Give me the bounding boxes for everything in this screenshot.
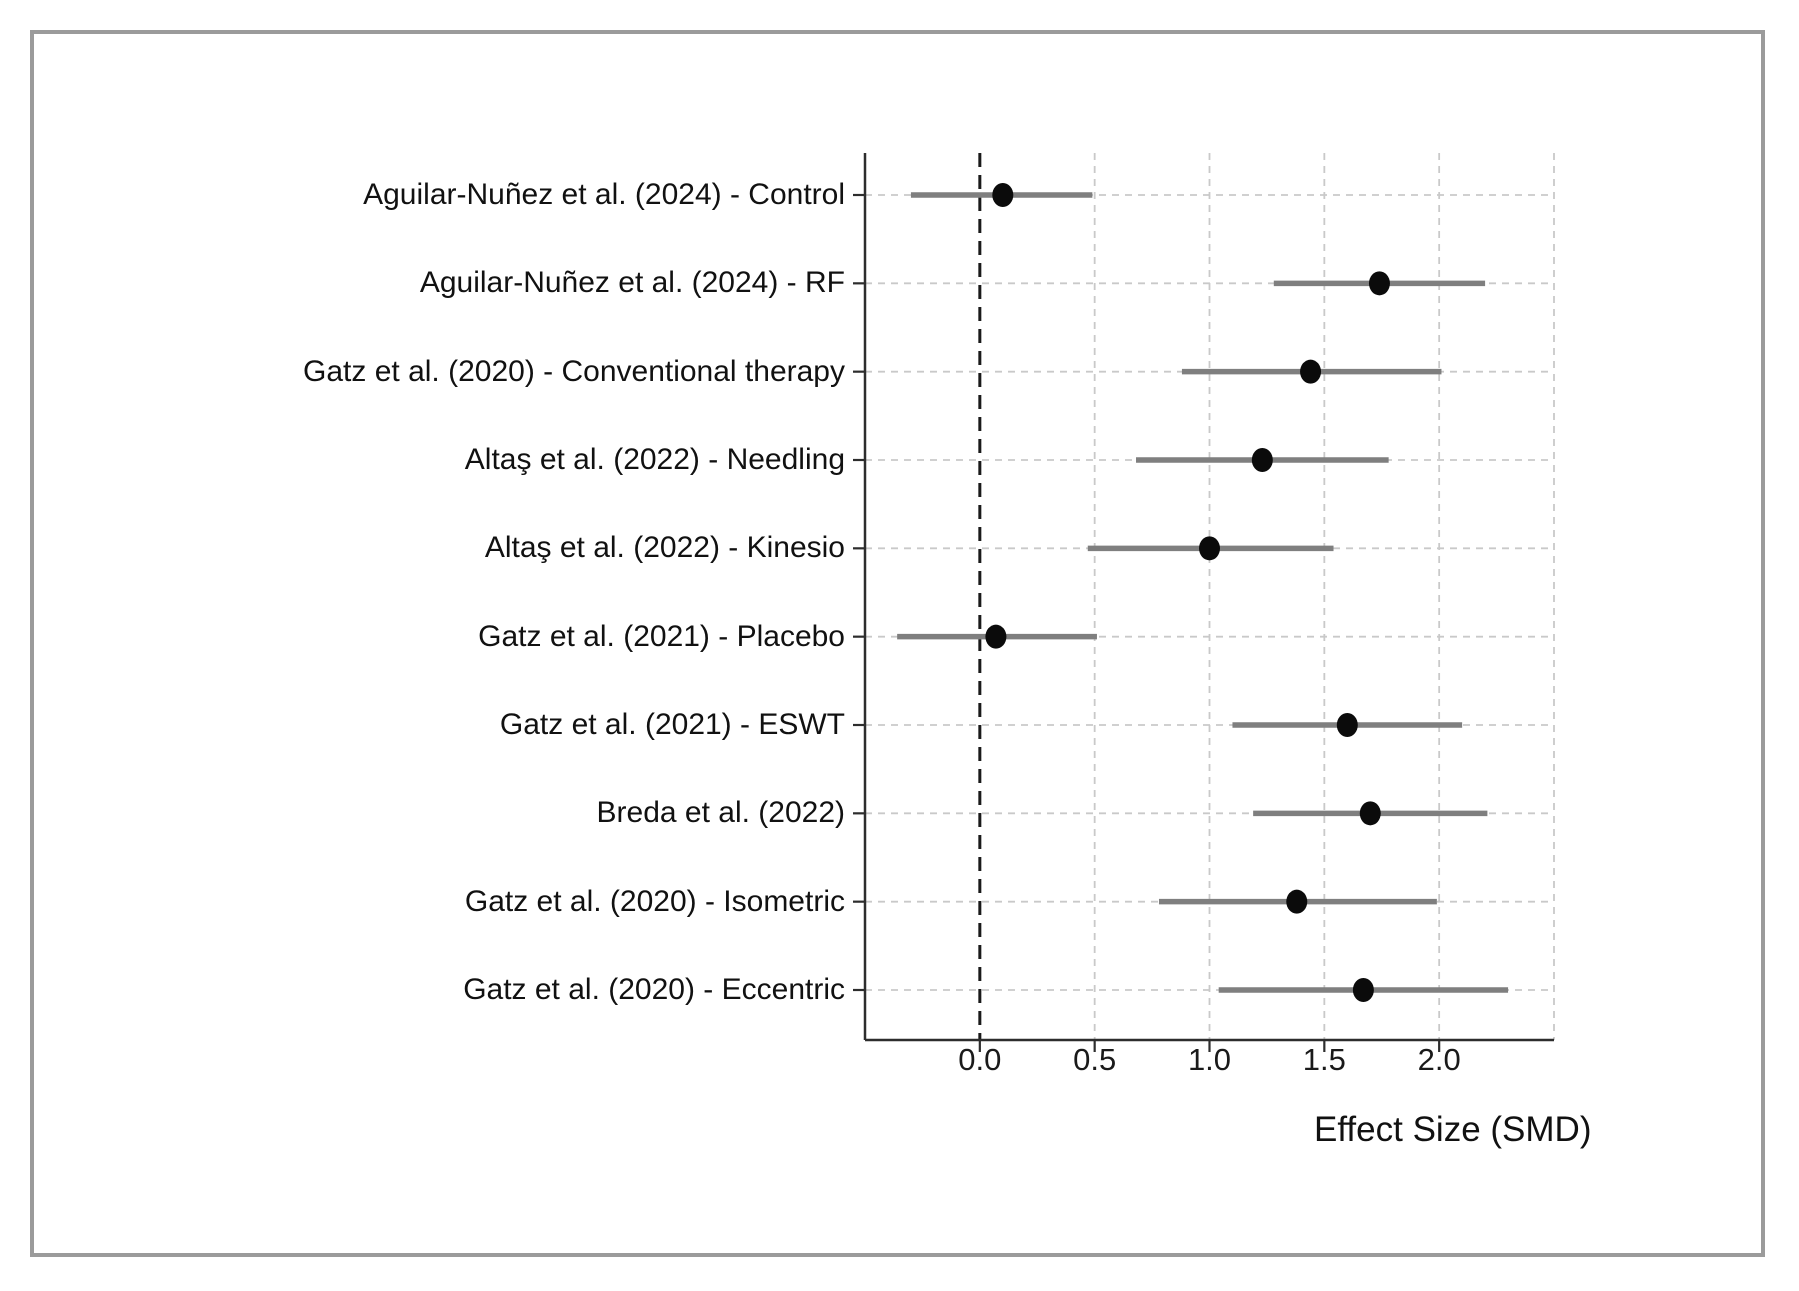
- x-tick-label: 0.5: [1073, 1042, 1117, 1077]
- point-estimate-dot: [1336, 712, 1358, 737]
- point-estimate-dot: [1199, 536, 1220, 561]
- x-tick-label: 2.0: [1417, 1042, 1461, 1077]
- study-label: Gatz et al. (2021) - Placebo: [478, 619, 845, 653]
- study-label: Gatz et al. (2020) - Conventional therap…: [303, 354, 845, 388]
- study-label: Gatz et al. (2020) - Isometric: [464, 884, 845, 918]
- study-label: Altaş et al. (2022) - Kinesio: [484, 531, 845, 565]
- point-estimate-dot: [1359, 801, 1381, 826]
- point-estimate-dot: [992, 183, 1014, 207]
- study-label: Gatz et al. (2021) - ESWT: [499, 707, 845, 741]
- study-label: Aguilar-Nuñez et al. (2024) - RF: [419, 266, 845, 300]
- point-estimate-dot: [1368, 271, 1390, 296]
- study-label: Aguilar-Nuñez et al. (2024) - Control: [363, 178, 845, 211]
- x-tick-label: 1.0: [1187, 1042, 1232, 1077]
- x-tick-label: 0.0: [958, 1042, 1002, 1077]
- point-estimate-dot: [1286, 889, 1308, 914]
- point-estimate-dot: [1352, 977, 1374, 1002]
- study-label: Breda et al. (2022): [596, 796, 845, 830]
- x-axis-title: Effect Size (SMD): [1314, 1110, 1592, 1149]
- point-estimate-dot: [1300, 359, 1322, 384]
- point-estimate-dot: [985, 624, 1007, 649]
- x-tick-label: 1.5: [1302, 1042, 1346, 1077]
- study-label: Gatz et al. (2020) - Eccentric: [463, 972, 845, 1006]
- study-label: Altaş et al. (2022) - Needling: [464, 442, 845, 476]
- point-estimate-dot: [1251, 447, 1273, 472]
